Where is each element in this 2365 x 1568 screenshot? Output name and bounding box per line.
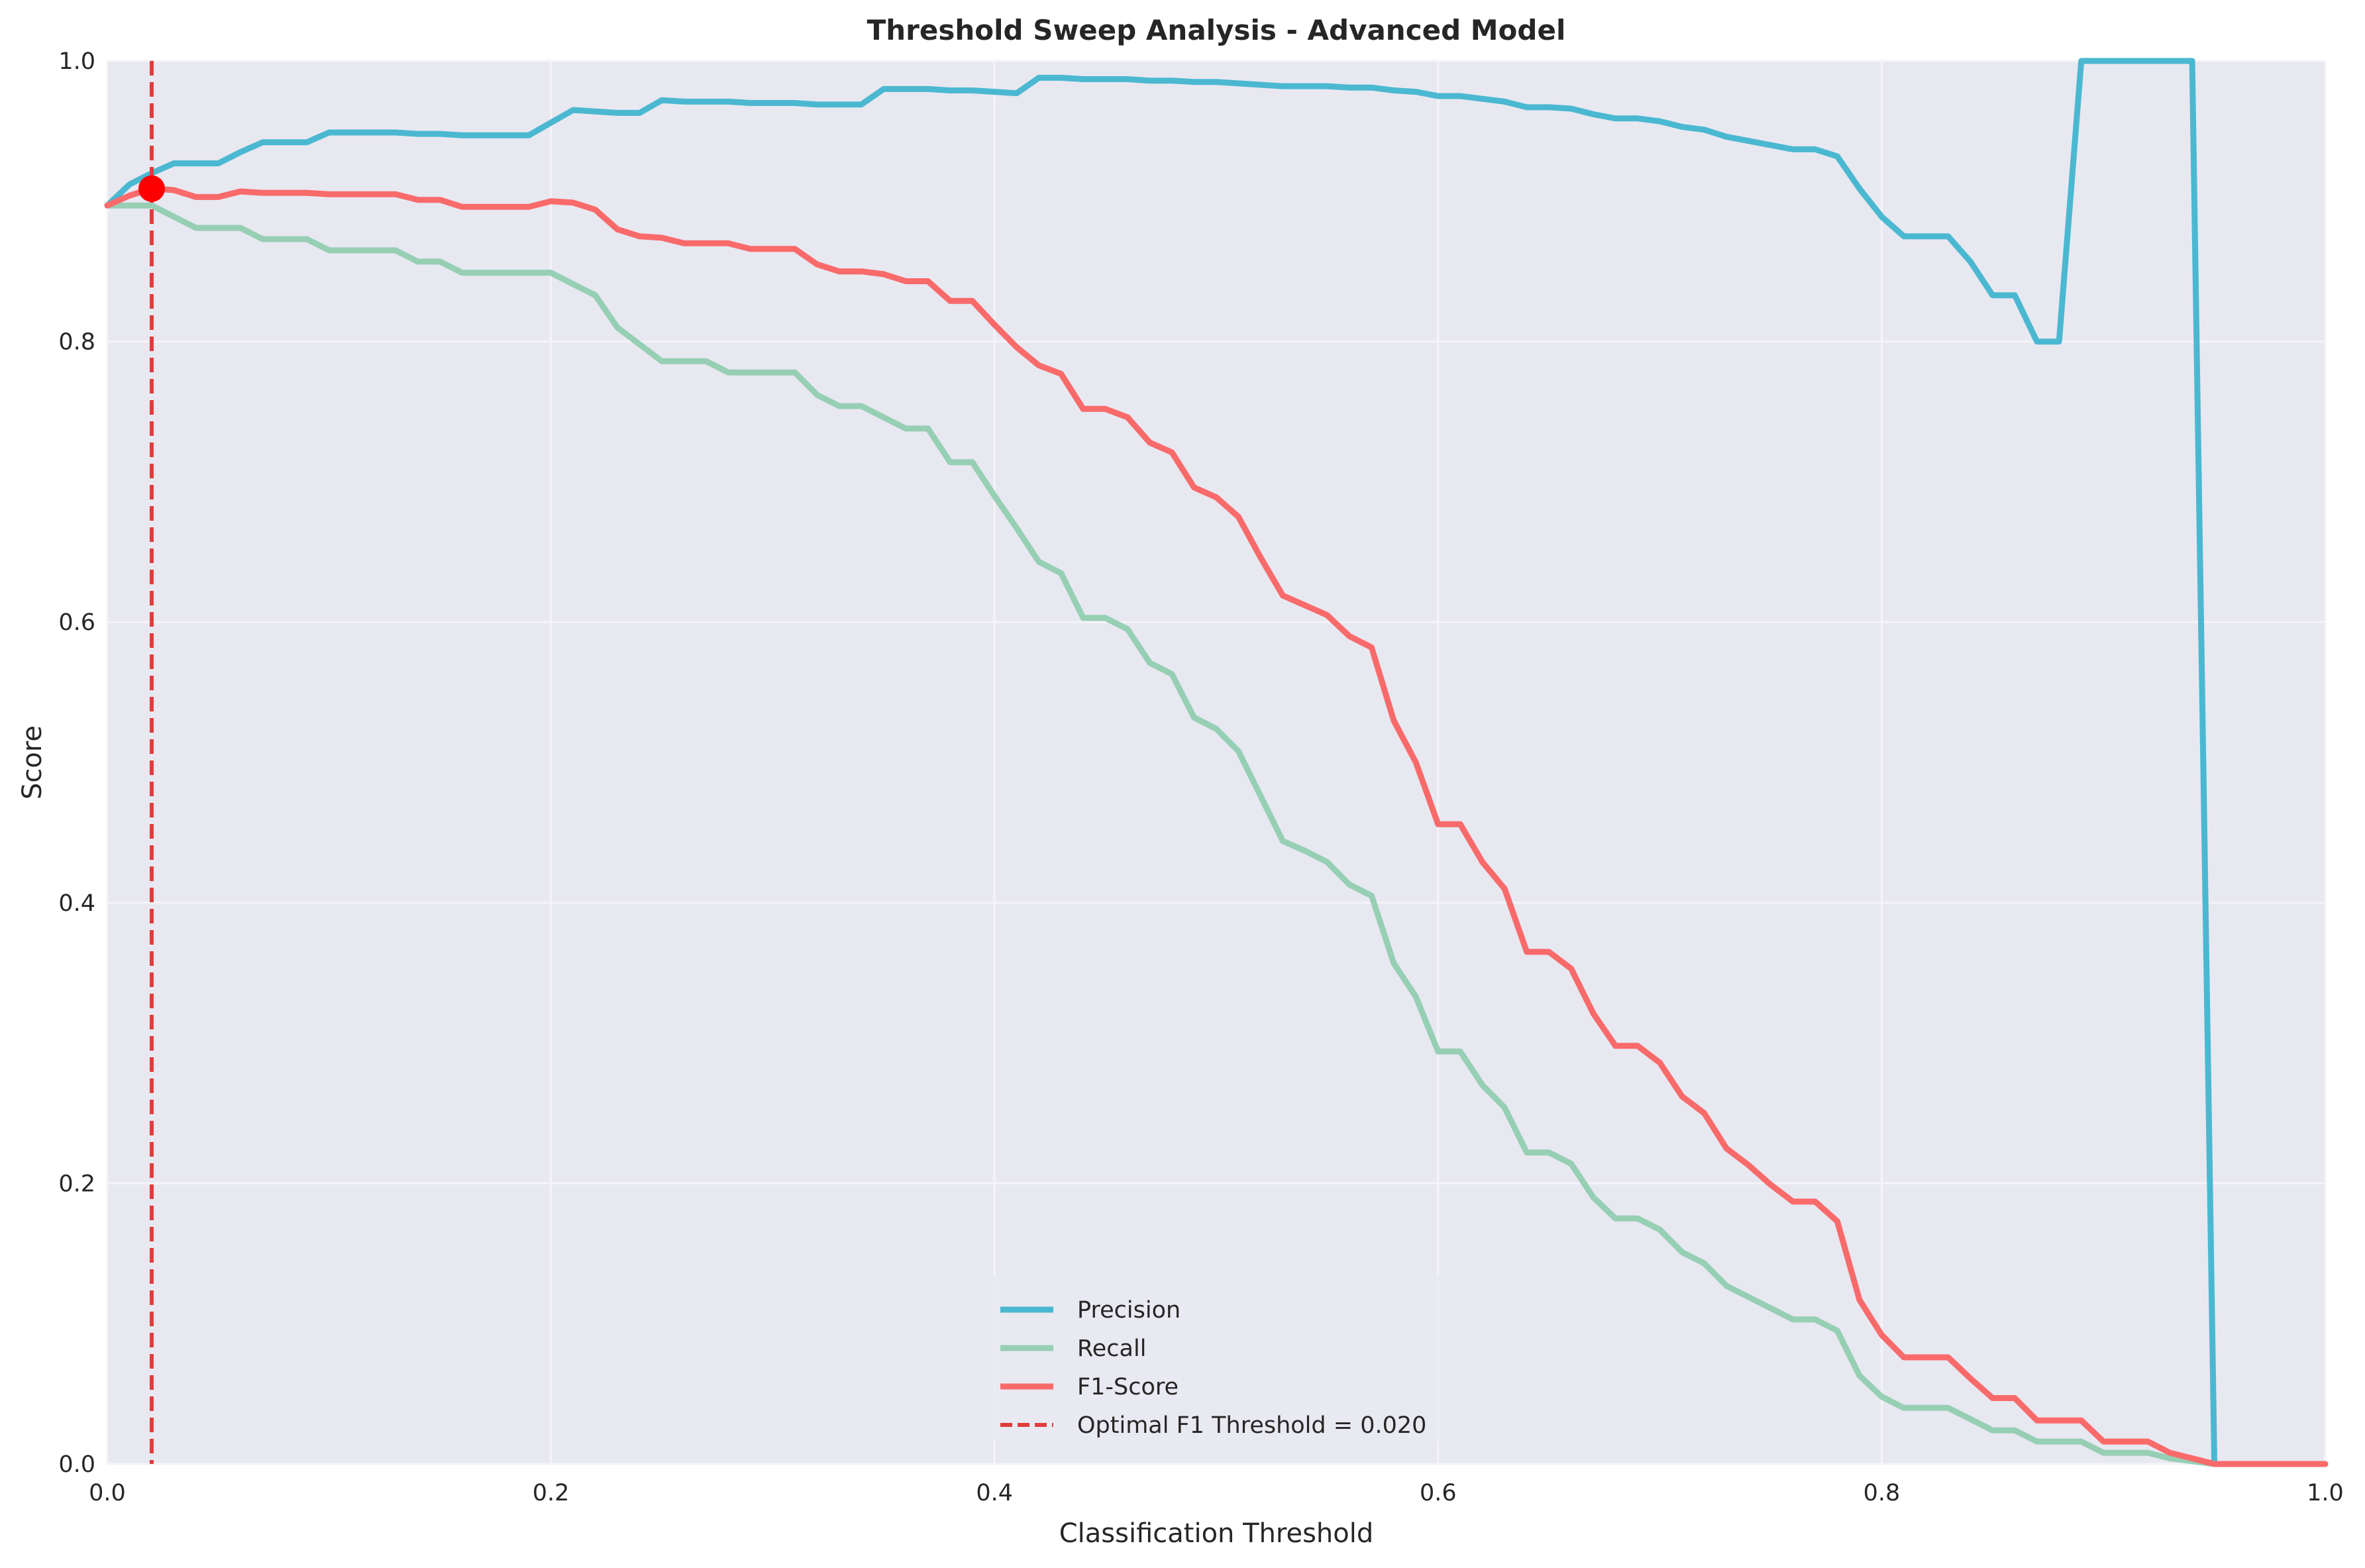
x-tick-label: 1.0 — [2307, 1480, 2344, 1506]
series-line-precision — [104, 58, 2329, 1467]
axis-ticks: 0.0 0.2 0.4 0.6 0.8 1.0 0.0 0.2 0.4 0.6 0.8 1.0 — [58, 48, 2344, 1506]
legend: Precision Recall F1-Score Optimal F1 Thresh… — [987, 1275, 1464, 1441]
y-tick-label: 0.6 — [58, 609, 95, 636]
grid-lines — [106, 60, 2327, 1465]
legend-box — [987, 1275, 1464, 1441]
x-tick-label: 0.0 — [89, 1480, 126, 1506]
y-tick-label: 0.8 — [58, 329, 95, 356]
y-tick-label: 0.4 — [58, 890, 95, 917]
optimal-threshold-layer — [138, 61, 165, 1464]
x-tick-label: 0.8 — [1864, 1480, 1901, 1506]
legend-label: F1-Score — [1077, 1374, 1179, 1400]
plot-background — [107, 61, 2325, 1464]
legend-label: Optimal F1 Threshold = 0.020 — [1077, 1412, 1426, 1439]
series-line-f1-score — [104, 185, 2329, 1467]
y-tick-label: 0.2 — [58, 1171, 95, 1197]
x-tick-label: 0.6 — [1420, 1480, 1457, 1506]
x-axis-label: Classification Threshold — [1059, 1518, 1374, 1549]
chart-title: Threshold Sweep Analysis - Advanced Mode… — [867, 14, 1566, 46]
series-line-recall — [104, 202, 2329, 1467]
x-tick-label: 0.2 — [533, 1480, 570, 1506]
legend-label: Recall — [1077, 1335, 1146, 1362]
optimal-f1-marker — [138, 175, 165, 202]
y-axis-label: Score — [17, 725, 48, 800]
y-tick-label: 0.0 — [58, 1451, 95, 1478]
legend-label: Precision — [1077, 1297, 1181, 1324]
x-tick-label: 0.4 — [976, 1480, 1013, 1506]
series-lines — [104, 58, 2329, 1467]
y-tick-label: 1.0 — [58, 48, 95, 75]
